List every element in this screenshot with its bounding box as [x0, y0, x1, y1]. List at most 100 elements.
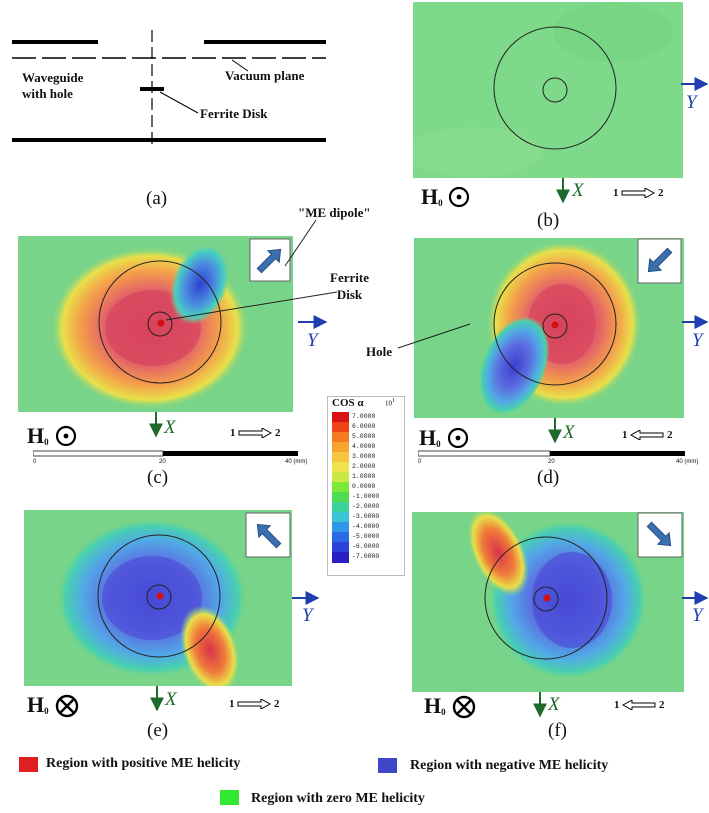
panel-d-scale-bar [418, 450, 685, 457]
panel-f-y-label: Y [692, 605, 703, 626]
legend-positive-label: Region with positive ME helicity [46, 756, 241, 771]
colorbar-swatch [332, 432, 349, 443]
ferrite-disk-leader [165, 291, 338, 321]
waveguide-label-line1: Waveguide [22, 70, 84, 85]
ferrite-disk-outline [147, 311, 173, 337]
scale-tick-0: 0 [33, 459, 37, 465]
colorbar-exponent: 101 [385, 398, 395, 408]
ferrite-disk-outline [146, 584, 172, 610]
legend-zero-swatch [220, 790, 239, 805]
colorbar-tick-label: 7.0000 [352, 413, 376, 420]
hole-outline [98, 260, 222, 384]
panel-b-map [413, 2, 683, 178]
port-arrow-right-icon [237, 698, 272, 711]
legend-zero-label: Region with zero ME helicity [251, 791, 425, 806]
panel-f-y-axis [682, 591, 709, 605]
panel-c-scale-bar [33, 450, 298, 457]
h0-symbol: H [419, 425, 437, 450]
scale-tick-40: 40 (mm) [676, 459, 699, 465]
panel-e-h0: H0 [27, 692, 49, 718]
port-arrow-left-icon [622, 699, 656, 712]
h0-subscript: 0 [441, 707, 446, 717]
center-marker [543, 594, 551, 602]
colorbar-tick-label: 5.0000 [352, 433, 376, 440]
colorbar-tick-label: -7.0000 [352, 553, 380, 560]
scale-tick-20: 20 [548, 459, 555, 465]
field-out-of-page-icon [447, 427, 469, 449]
negative-helicity-region [170, 243, 230, 325]
hole-leader [397, 323, 471, 349]
panel-d-label: (d) [537, 467, 560, 488]
colorbar-swatch [332, 452, 349, 463]
scale-tick-20: 20 [159, 459, 166, 465]
ferrite-disk-outline [542, 313, 568, 339]
colorbar-swatch [332, 422, 349, 433]
hole-outline [493, 26, 617, 150]
colorbar-tick-label: -1.0000 [352, 493, 380, 500]
panel-a-label: (a) [146, 188, 168, 209]
colorbar-tick-label: 3.0000 [352, 453, 376, 460]
me-dipole-leader [284, 219, 317, 267]
colorbar-swatch [332, 512, 349, 523]
colorbar-swatch [332, 442, 349, 453]
colorbar-swatch [332, 532, 349, 543]
positive-helicity-region [466, 512, 530, 597]
waveguide-label: Waveguide with hole [22, 70, 83, 102]
panel-f-map [412, 512, 684, 692]
panel-d-h0: H0 [419, 425, 441, 451]
legend-negative-swatch [378, 758, 397, 773]
panel-d-x-axis [548, 418, 562, 444]
colorbar-tick-label: 6.0000 [352, 423, 376, 430]
panel-e-y-label: Y [302, 605, 313, 626]
positive-helicity-region [179, 605, 241, 686]
ferrite-disk-outline [533, 586, 559, 612]
panel-c-x-axis [149, 412, 163, 438]
colorbar-swatches [332, 412, 349, 563]
panel-b-port-indicator: 1 2 [613, 187, 664, 200]
legend-positive-swatch [19, 757, 38, 772]
panel-c-port-indicator: 1 2 [230, 427, 281, 440]
dipole-arrow-up-right-icon [256, 248, 282, 274]
colorbar-swatch [332, 462, 349, 473]
colorbar-tick-label: -3.0000 [352, 513, 380, 520]
field-out-of-page-icon [55, 425, 77, 447]
colorbar-tick-label: -6.0000 [352, 543, 380, 550]
panel-d-x-label: X [563, 422, 575, 443]
panel-e-x-axis [150, 686, 164, 712]
center-marker [157, 319, 165, 327]
colorbar-swatch [332, 502, 349, 513]
colorbar-title: COS α [332, 397, 364, 409]
h0-symbol: H [27, 692, 45, 717]
field-into-page-icon [452, 695, 476, 719]
h0-symbol: H [421, 184, 439, 209]
hole-outline [484, 536, 608, 660]
colorbar-tick-label: 2.0000 [352, 463, 376, 470]
dipole-arrow-down-left-icon [647, 247, 673, 273]
panel-c-y-label: Y [307, 330, 318, 351]
waveguide-label-line2: with hole [22, 86, 73, 101]
negative-helicity-core [102, 556, 202, 640]
panel-b-h0: H0 [421, 184, 443, 210]
panel-c-x-label: X [164, 417, 176, 438]
panel-b-y-axis [681, 77, 709, 91]
panel-b-x-label: X [572, 180, 584, 201]
vacuum-pointer-line [231, 59, 249, 72]
field-variation [553, 2, 673, 62]
colorbar-swatch [332, 542, 349, 553]
colorbar-swatch [332, 552, 349, 563]
panel-f-label: (f) [548, 720, 567, 741]
panel-e-y-axis [292, 591, 320, 605]
hole-annotation: Hole [366, 344, 392, 359]
colorbar-swatch [332, 522, 349, 533]
panel-d-map [414, 238, 684, 418]
colorbar-swatch [332, 472, 349, 483]
panel-b-label: (b) [537, 210, 560, 231]
panel-e-label: (e) [147, 720, 169, 741]
dipole-arrow-down-right-icon [646, 521, 672, 547]
h0-symbol: H [424, 693, 442, 718]
panel-c-y-axis [298, 315, 328, 329]
center-marker [156, 592, 164, 600]
colorbar-swatch [332, 482, 349, 493]
colorbar-tick-label: -2.0000 [352, 503, 380, 510]
